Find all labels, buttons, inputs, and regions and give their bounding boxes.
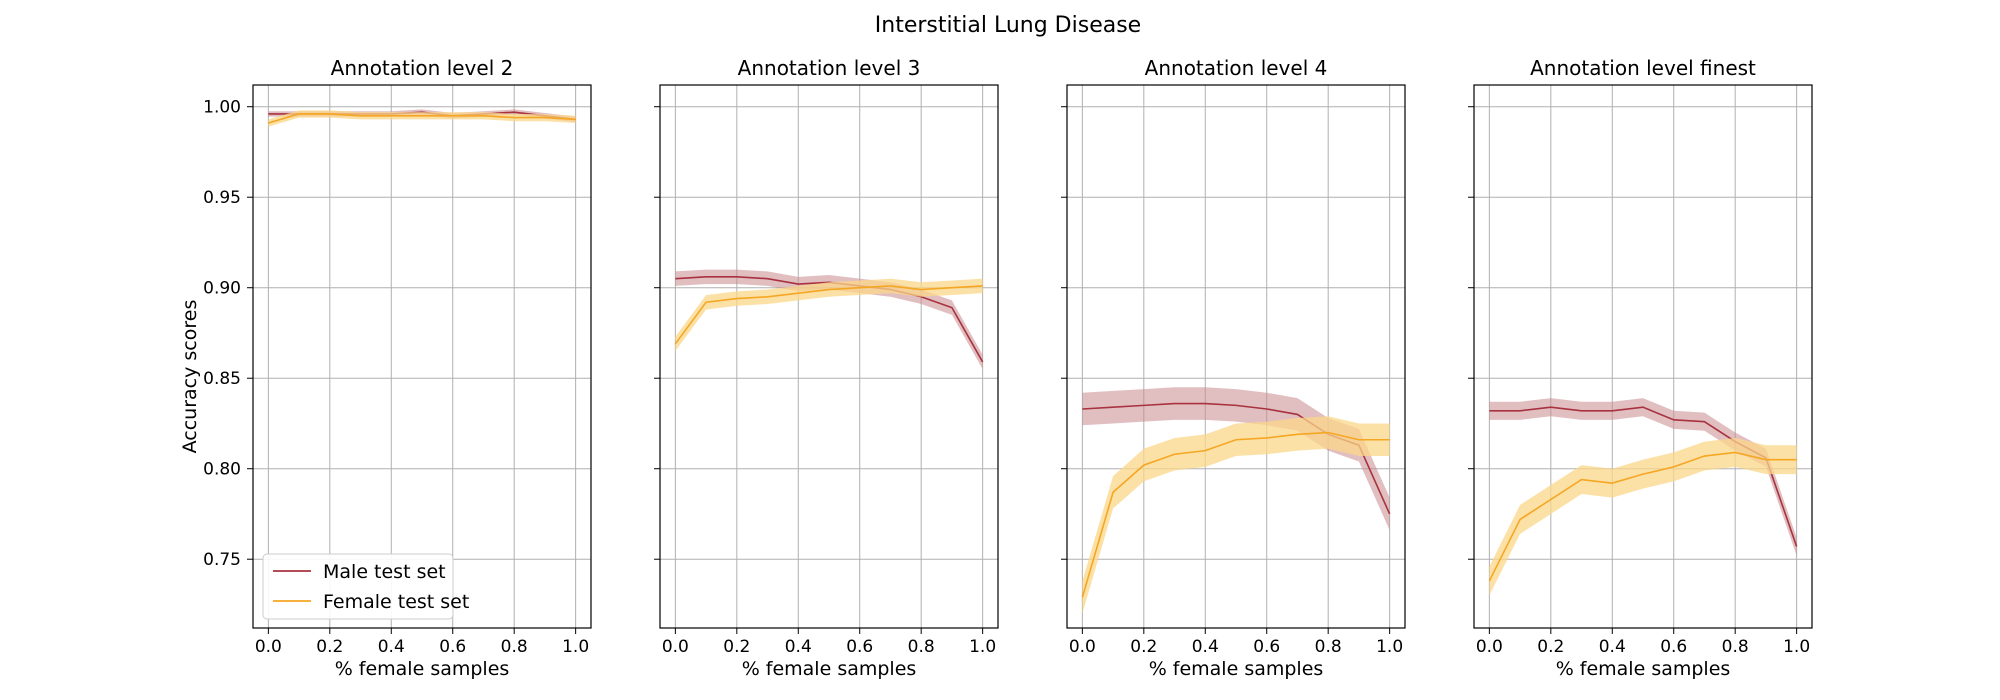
confidence-band	[1489, 398, 1797, 556]
confidence-band	[1489, 437, 1797, 596]
y-tick-label: 1.00	[203, 98, 241, 118]
gridlines	[253, 85, 591, 628]
plot-frame	[1473, 84, 1813, 629]
series-line	[674, 285, 983, 345]
y-tick-label: 0.80	[203, 460, 241, 480]
plot-frame	[659, 84, 999, 629]
gridlines	[1474, 85, 1812, 628]
y-tick-label: 0.85	[203, 369, 241, 389]
x-tick-label: 0.0	[1476, 637, 1503, 657]
x-tick-label: 0.2	[1537, 637, 1564, 657]
x-axis-label: % female samples	[1556, 658, 1731, 680]
x-tick-label: 1.0	[562, 637, 589, 657]
plot-frame	[1066, 84, 1406, 629]
confidence-band	[1082, 387, 1390, 531]
x-tick-label: 0.2	[723, 637, 750, 657]
plot-frame	[252, 84, 592, 629]
legend-label: Female test set	[323, 591, 469, 613]
panel-title: Annotation level 3	[738, 56, 921, 80]
y-tick-label: 0.75	[203, 550, 241, 570]
x-tick-label: 1.0	[1783, 637, 1810, 657]
confidence-band	[1082, 416, 1390, 614]
x-tick-label: 0.6	[1253, 637, 1280, 657]
y-tick-label: 0.90	[203, 279, 241, 299]
panel-title: Annotation level finest	[1530, 56, 1756, 80]
x-tick-label: 0.4	[1599, 637, 1626, 657]
chart-panel: 0.0 0.2 0.4 0.6 0.8 1.0 Annotation level fines…	[1468, 56, 1813, 680]
x-tick-label: 1.0	[969, 637, 996, 657]
x-tick-label: 0.0	[662, 637, 689, 657]
gridlines	[660, 85, 998, 628]
x-tick-label: 0.2	[316, 637, 343, 657]
x-tick-label: 0.6	[439, 637, 466, 657]
figure-title: Interstitial Lung Disease	[875, 13, 1141, 38]
x-tick-label: 0.8	[1722, 637, 1749, 657]
x-tick-label: 1.0	[1376, 637, 1403, 657]
x-tick-label: 0.0	[255, 637, 282, 657]
chart-panel: 0.0 0.2 0.4 0.6 0.8 1.0 Annotation level 4 % fe…	[1061, 56, 1406, 680]
confidence-band	[675, 278, 983, 352]
x-axis-label: % female samples	[335, 658, 510, 680]
panel-title: Annotation level 4	[1145, 56, 1328, 80]
x-tick-label: 0.0	[1069, 637, 1096, 657]
x-tick-label: 0.8	[908, 637, 935, 657]
x-tick-label: 0.2	[1130, 637, 1157, 657]
series-line	[1081, 431, 1390, 598]
y-tick-label: 0.95	[203, 188, 241, 208]
legend-label: Male test set	[323, 561, 446, 583]
x-tick-label: 0.4	[378, 637, 405, 657]
series-line	[268, 113, 576, 124]
legend: Male test set Female test set	[262, 553, 469, 620]
x-axis-label: % female samples	[1149, 658, 1324, 680]
panels: 0.0 0.2 0.4 0.6 0.8 1.0 0.75 0.80 0.85 0.90 0.95 1.…	[179, 56, 1813, 680]
panel-title: Annotation level 2	[331, 56, 514, 80]
x-tick-label: 0.4	[785, 637, 812, 657]
y-axis-label: Accuracy scores	[179, 300, 201, 454]
x-tick-label: 0.4	[1192, 637, 1219, 657]
chart-panel: 0.0 0.2 0.4 0.6 0.8 1.0 0.75 0.80 0.85 0.90 0.95 1.…	[179, 56, 592, 680]
x-axis-label: % female samples	[742, 658, 917, 680]
x-tick-label: 0.8	[1315, 637, 1342, 657]
chart-panel: 0.0 0.2 0.4 0.6 0.8 1.0 Annotation level 3 % fe…	[654, 56, 999, 680]
x-tick-label: 0.6	[846, 637, 873, 657]
series-line	[1488, 451, 1797, 582]
x-tick-label: 0.6	[1660, 637, 1687, 657]
gridlines	[1067, 85, 1405, 628]
x-tick-label: 0.8	[501, 637, 528, 657]
